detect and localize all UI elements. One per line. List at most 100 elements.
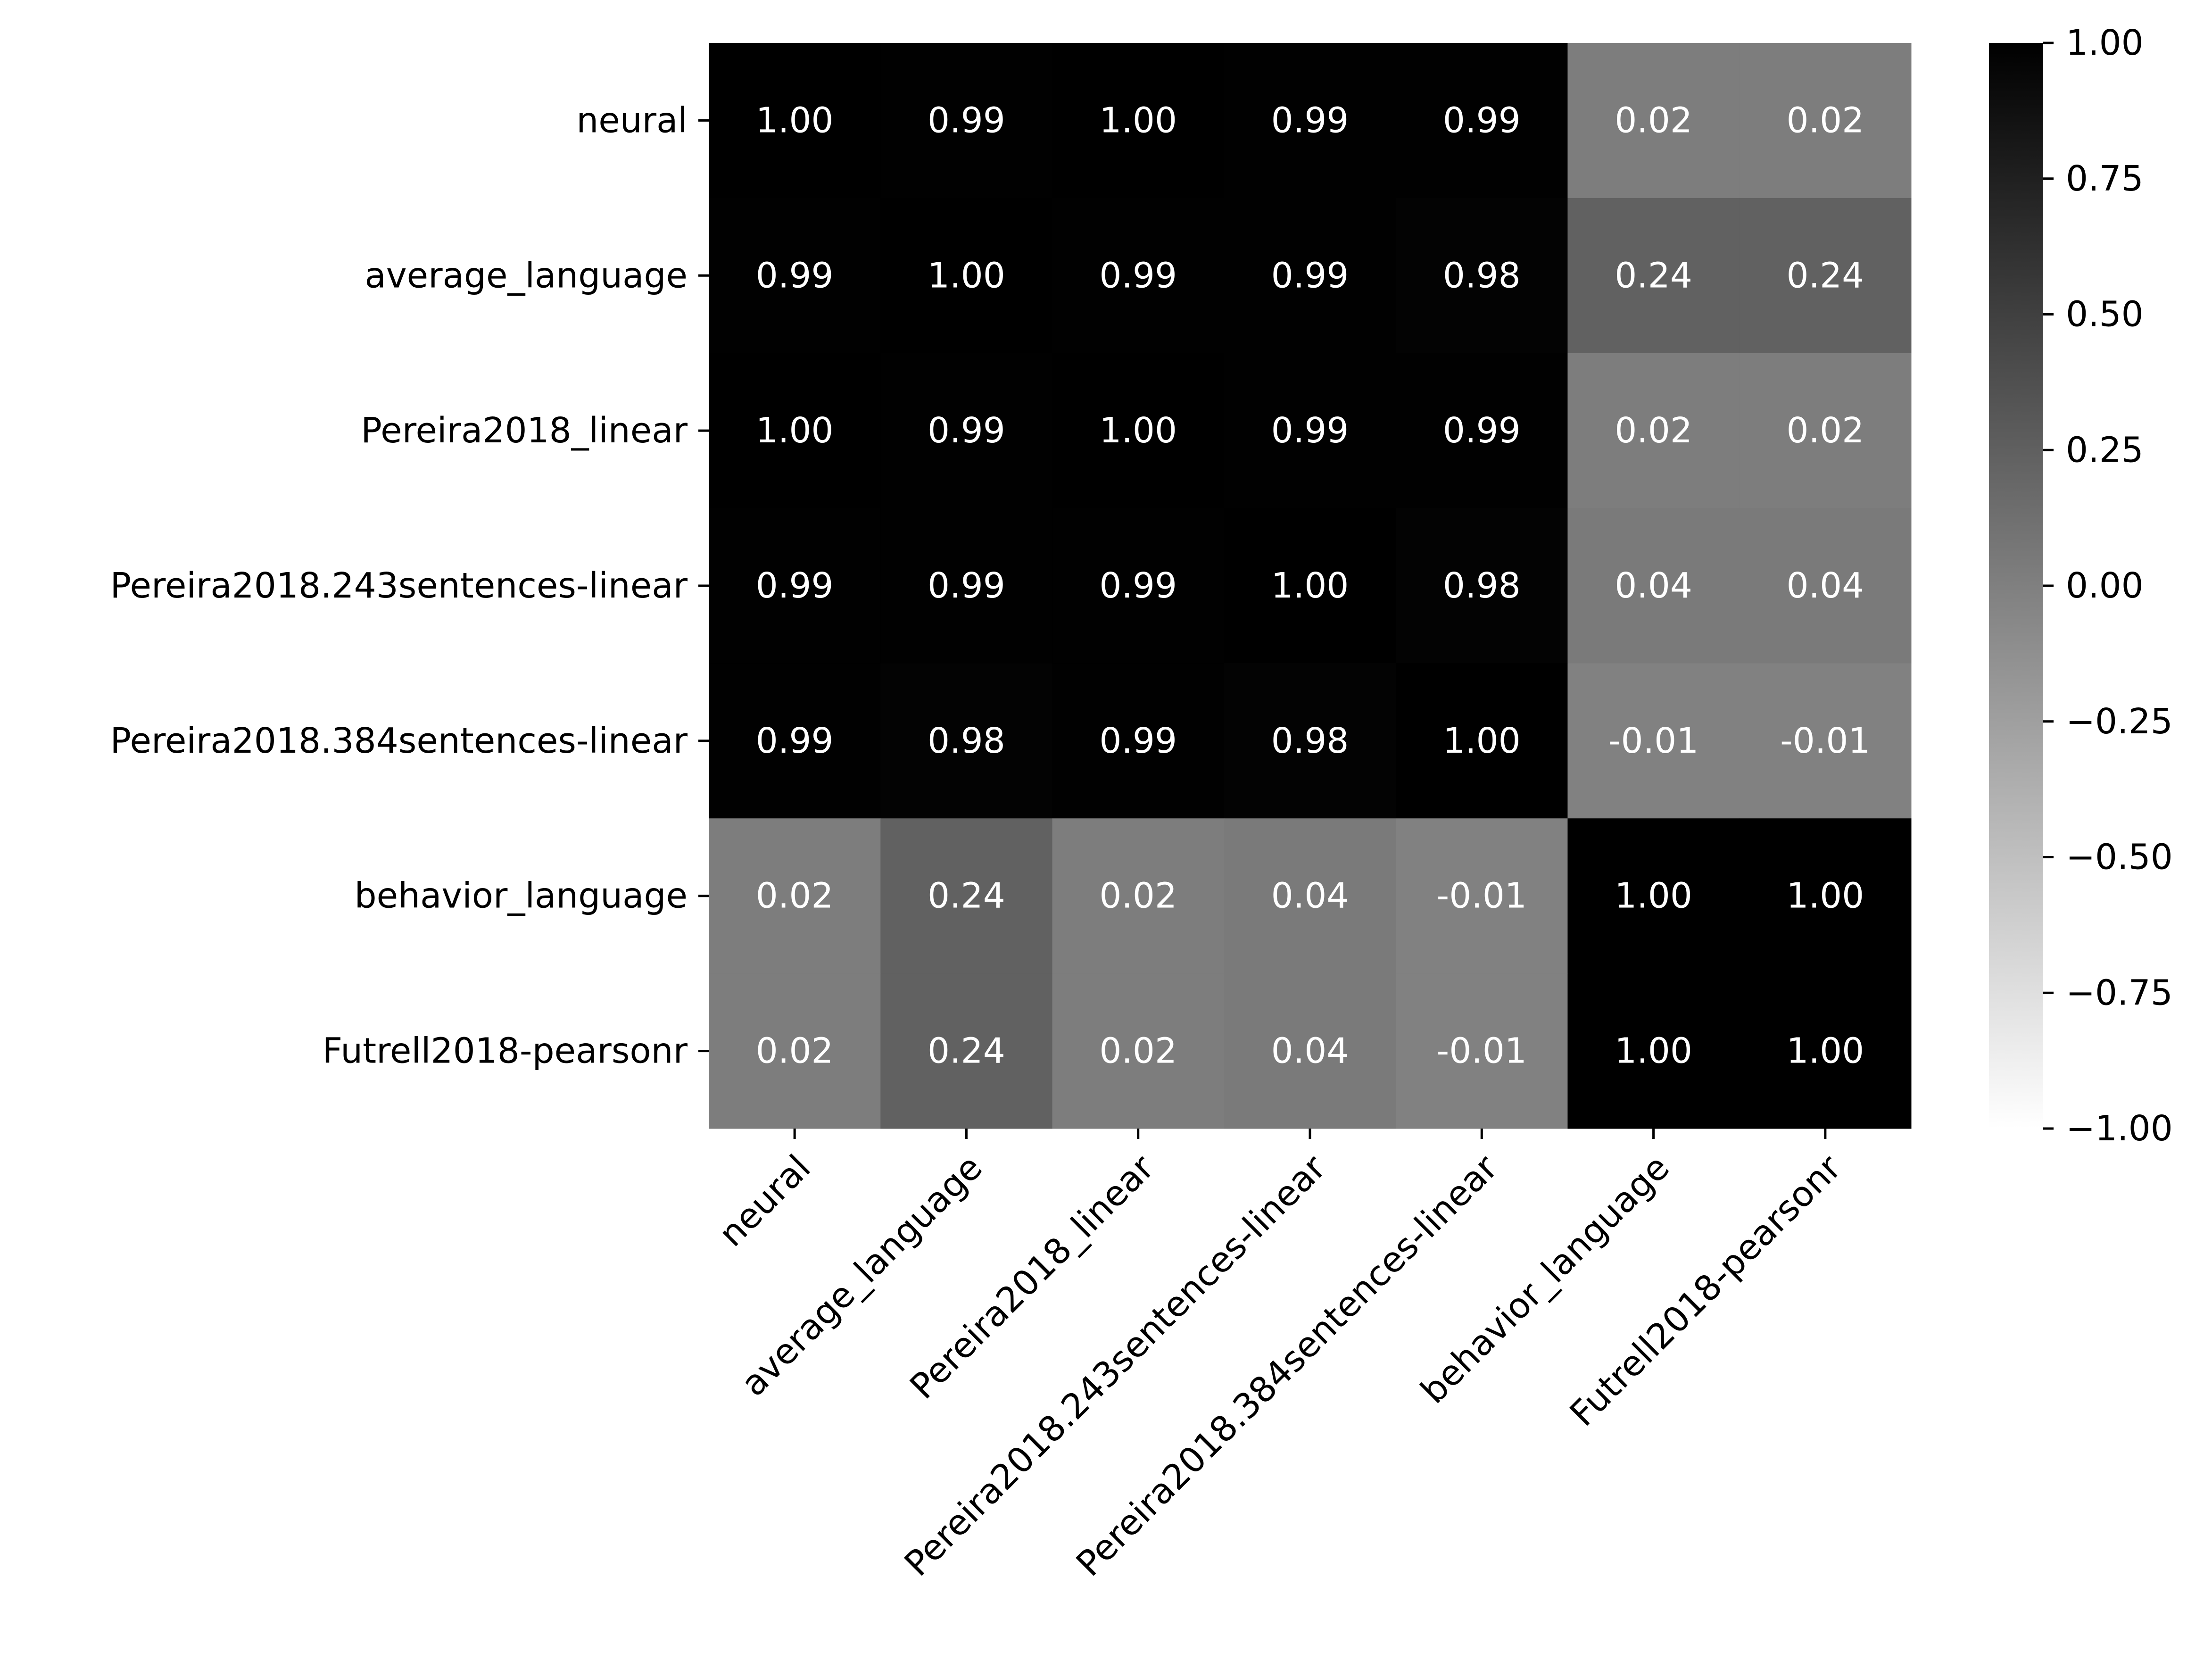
heatmap-cell <box>1224 353 1396 509</box>
cell-value-label: 0.02 <box>756 876 834 916</box>
y-axis: neural average_language Pereira2018_linear… <box>110 100 709 1071</box>
heatmap-cell <box>709 818 881 974</box>
heatmap-cell <box>1739 508 1912 664</box>
heatmap-cell <box>880 508 1053 664</box>
cell-value-label: 0.99 <box>1271 255 1349 296</box>
heatmap-cell <box>880 43 1053 199</box>
heatmap-cell <box>1052 353 1225 509</box>
y-tick-label: behavior_language <box>355 876 688 916</box>
y-tick-label: Futrell2018-pearsonr <box>323 1031 688 1071</box>
cell-value-label: 1.00 <box>1271 565 1349 606</box>
heatmap-cell <box>1052 973 1225 1129</box>
colorbar-tick-label: 0.25 <box>2066 430 2144 470</box>
heatmap-cell <box>1739 818 1912 974</box>
colorbar-tick-label: 0.00 <box>2066 565 2144 606</box>
heatmap-cell <box>1396 353 1568 509</box>
heatmap-cell <box>1052 198 1225 354</box>
heatmap-cell <box>1052 43 1225 199</box>
cell-value-label: 1.00 <box>928 255 1005 296</box>
heatmap-cell <box>709 973 881 1129</box>
colorbar-tick-label: 0.50 <box>2066 294 2144 335</box>
heatmap-cell <box>1567 198 1740 354</box>
cell-value-label: 1.00 <box>1443 721 1521 761</box>
cell-value-label: -0.01 <box>1437 1031 1527 1071</box>
cell-value-label: 1.00 <box>1615 1031 1692 1071</box>
heatmap-cell <box>1567 818 1740 974</box>
heatmap-cell <box>1396 198 1568 354</box>
heatmap-cell <box>709 353 881 509</box>
cell-value-label: 0.04 <box>1786 565 1864 606</box>
y-tick-label: neural <box>576 100 688 141</box>
heatmap-cell <box>880 818 1053 974</box>
heatmap-cell-labels: 1.00 0.99 1.00 0.99 0.99 0.02 0.02 0.99 1.00 0.99… <box>756 100 1871 1071</box>
colorbar-tick-label: −0.25 <box>2066 701 2173 742</box>
heatmap-cell <box>1052 818 1225 974</box>
heatmap-cell <box>1396 663 1568 819</box>
heatmap-cells <box>709 43 1912 1129</box>
cell-value-label: 1.00 <box>1786 1031 1864 1071</box>
cell-value-label: 0.99 <box>1099 565 1177 606</box>
heatmap-cell <box>1567 508 1740 664</box>
cell-value-label: 1.00 <box>1786 876 1864 916</box>
colorbar-tick-label: −0.50 <box>2066 837 2173 878</box>
cell-value-label: -0.01 <box>1780 721 1870 761</box>
cell-value-label: 0.99 <box>928 410 1005 451</box>
cell-value-label: 0.99 <box>928 100 1005 141</box>
colorbar-tick-label: −1.00 <box>2066 1108 2173 1149</box>
heatmap-cell <box>1396 973 1568 1129</box>
cell-value-label: 0.24 <box>928 1031 1005 1071</box>
heatmap-cell <box>1224 198 1396 354</box>
x-axis: neuralaverage_languagePereira2018_linear… <box>711 1129 1849 1584</box>
cell-value-label: 0.99 <box>756 255 834 296</box>
heatmap-cell <box>709 508 881 664</box>
colorbar-tick-label: 0.75 <box>2066 158 2144 199</box>
heatmap-cell <box>709 198 881 354</box>
heatmap-cell <box>880 198 1053 354</box>
cell-value-label: 0.02 <box>1786 100 1864 141</box>
heatmap-cell <box>1224 43 1396 199</box>
cell-value-label: 0.98 <box>928 721 1005 761</box>
cell-value-label: -0.01 <box>1437 876 1527 916</box>
cell-value-label: 0.24 <box>1786 255 1864 296</box>
heatmap-cell <box>1224 508 1396 664</box>
heatmap-cell <box>1396 43 1568 199</box>
cell-value-label: 1.00 <box>1615 876 1692 916</box>
heatmap-cell <box>709 663 881 819</box>
x-tick-label: neural <box>711 1147 818 1254</box>
cell-value-label: 0.99 <box>1443 100 1521 141</box>
cell-value-label: 1.00 <box>1099 410 1177 451</box>
colorbar-gradient <box>1989 43 2043 1129</box>
cell-value-label: 0.99 <box>1271 410 1349 451</box>
heatmap-cell <box>1739 198 1912 354</box>
cell-value-label: 0.99 <box>1099 255 1177 296</box>
heatmap-cell <box>1052 663 1225 819</box>
cell-value-label: 0.02 <box>1615 100 1692 141</box>
colorbar-tick-label: 1.00 <box>2066 23 2144 63</box>
heatmap-cell <box>880 353 1053 509</box>
heatmap-cell <box>1739 663 1912 819</box>
cell-value-label: 0.98 <box>1443 565 1521 606</box>
cell-value-label: 0.04 <box>1615 565 1692 606</box>
heatmap-cell <box>1052 508 1225 664</box>
cell-value-label: 0.24 <box>1615 255 1692 296</box>
cell-value-label: 0.99 <box>1271 100 1349 141</box>
cell-value-label: 0.99 <box>756 721 834 761</box>
heatmap-cell <box>1739 353 1912 509</box>
cell-value-label: 1.00 <box>1099 100 1177 141</box>
cell-value-label: 0.04 <box>1271 1031 1349 1071</box>
cell-value-label: -0.01 <box>1608 721 1698 761</box>
cell-value-label: 0.02 <box>1099 1031 1177 1071</box>
cell-value-label: 0.99 <box>756 565 834 606</box>
colorbar-tick-label: −0.75 <box>2066 972 2173 1013</box>
heatmap-cell <box>1396 508 1568 664</box>
heatmap-cell <box>1224 973 1396 1129</box>
heatmap-cell <box>880 663 1053 819</box>
heatmap-cell <box>1567 43 1740 199</box>
cell-value-label: 0.24 <box>928 876 1005 916</box>
y-tick-label: Pereira2018.243sentences-linear <box>110 565 688 606</box>
y-tick-label: average_language <box>365 255 688 296</box>
heatmap-cell <box>1567 973 1740 1129</box>
heatmap-cell <box>1224 818 1396 974</box>
cell-value-label: 0.98 <box>1443 255 1521 296</box>
